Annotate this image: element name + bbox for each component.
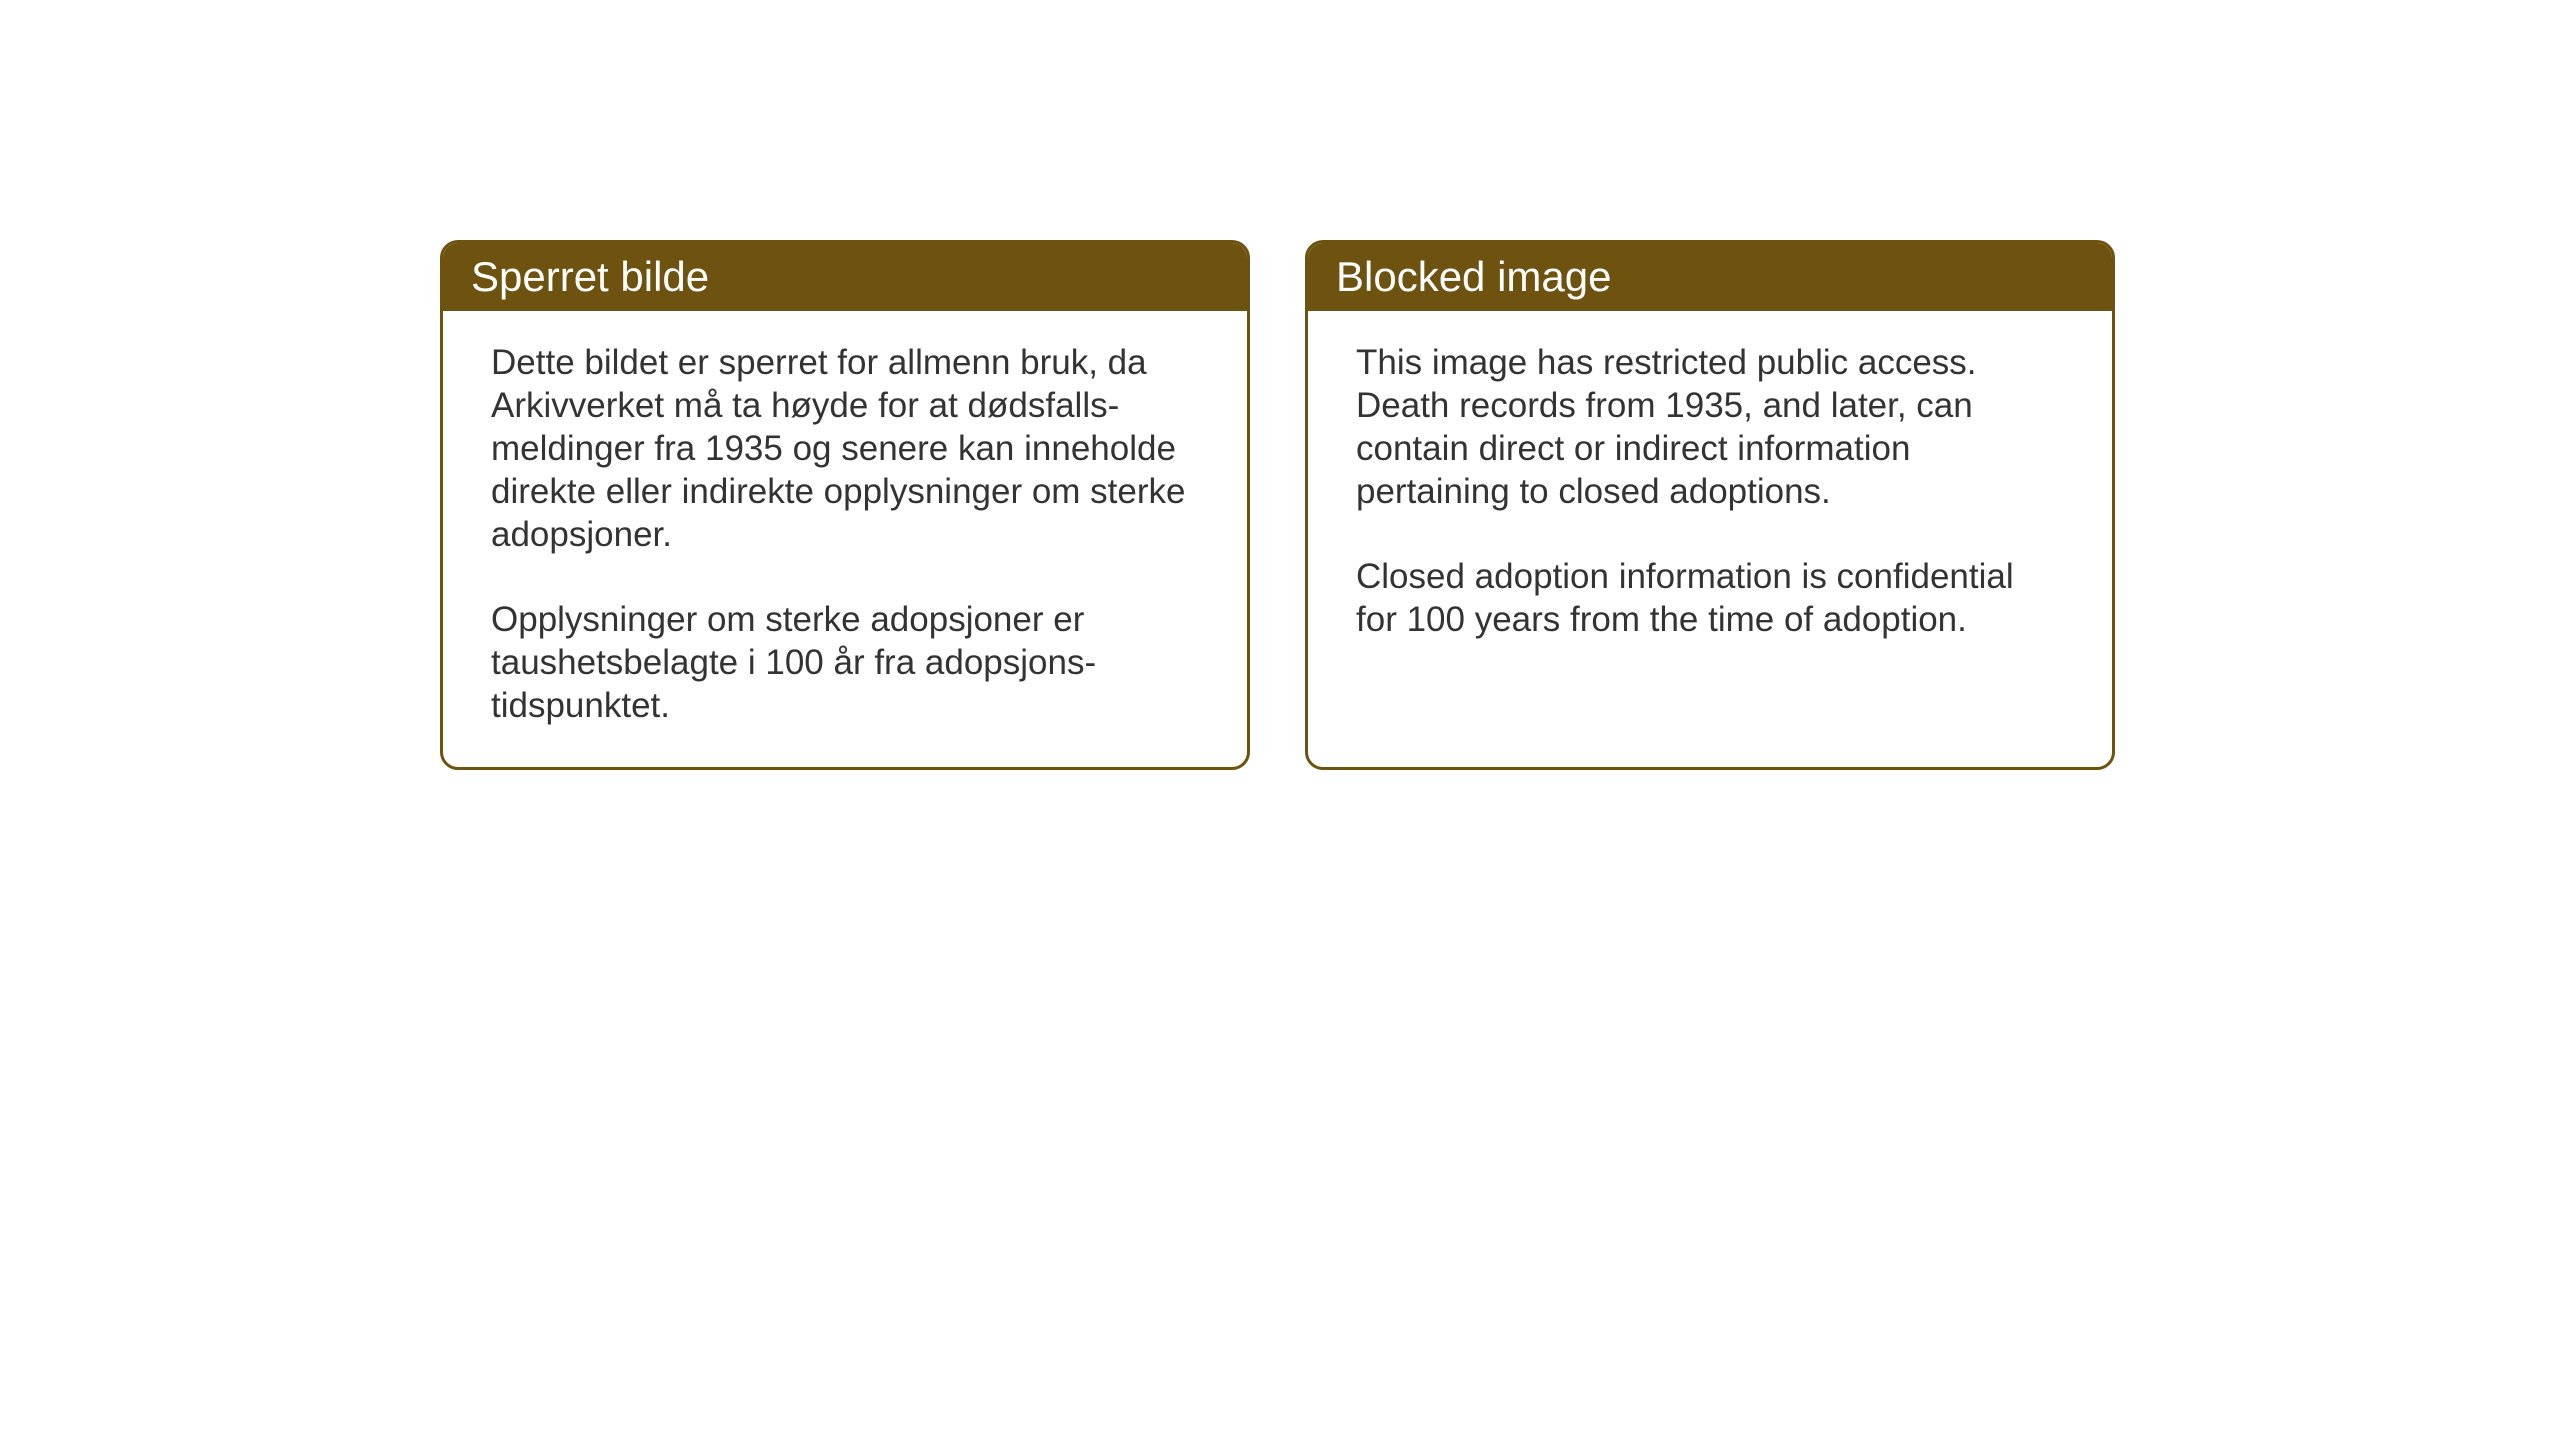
norwegian-notice-card: Sperret bilde Dette bildet er sperret fo… bbox=[440, 240, 1250, 770]
english-paragraph-1: This image has restricted public access.… bbox=[1356, 341, 2064, 513]
norwegian-card-body: Dette bildet er sperret for allmenn bruk… bbox=[443, 311, 1247, 767]
english-notice-card: Blocked image This image has restricted … bbox=[1305, 240, 2115, 770]
norwegian-paragraph-1: Dette bildet er sperret for allmenn bruk… bbox=[491, 341, 1199, 556]
english-card-title: Blocked image bbox=[1308, 243, 2112, 311]
norwegian-paragraph-2: Opplysninger om sterke adopsjoner er tau… bbox=[491, 598, 1199, 727]
english-card-body: This image has restricted public access.… bbox=[1308, 311, 2112, 681]
notice-container: Sperret bilde Dette bildet er sperret fo… bbox=[440, 240, 2115, 770]
english-paragraph-2: Closed adoption information is confident… bbox=[1356, 555, 2064, 641]
norwegian-card-title: Sperret bilde bbox=[443, 243, 1247, 311]
